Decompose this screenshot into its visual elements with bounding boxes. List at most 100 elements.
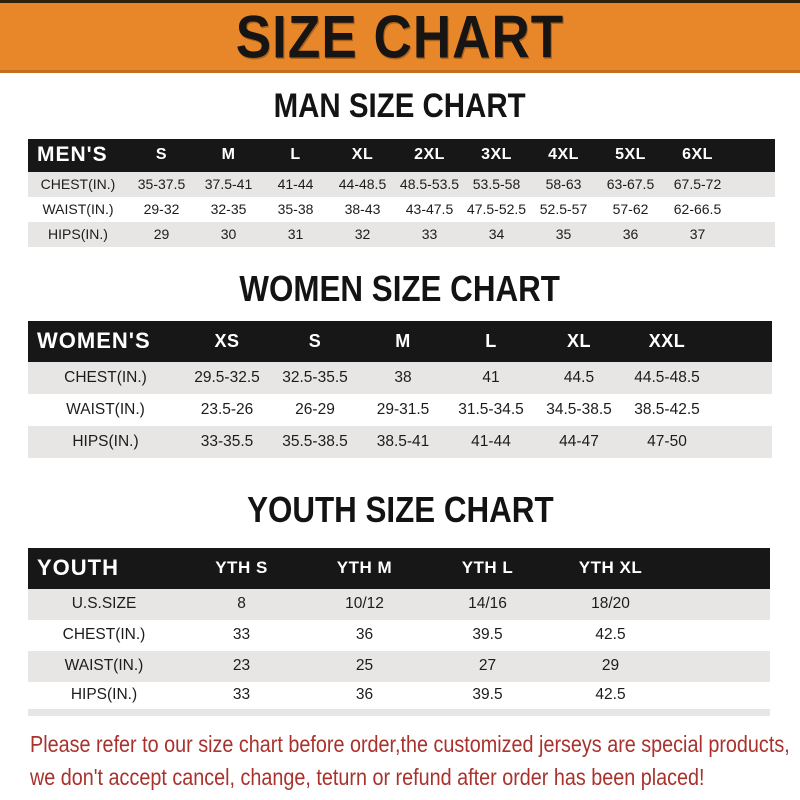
size-cell: 53.5-58 [472,176,521,193]
size-column-header: 4XL [548,146,579,164]
row-label: HIPS(IN.) [72,432,139,450]
size-cell: 34.5-38.5 [546,400,612,418]
size-cell: 25 [355,657,374,675]
row-label: WAIST(IN.) [42,201,114,218]
row-filler [711,362,772,394]
row-filler [731,197,775,222]
row-filler [731,172,775,197]
size-cell: 62-66.5 [673,201,722,218]
size-column-header: L [485,330,497,351]
size-chart-banner: SIZE CHART [0,0,800,73]
header-filler [711,321,772,362]
size-cell: 18/20 [591,595,630,613]
size-column-header: YTH S [215,558,268,578]
size-column-header: 2XL [414,146,445,164]
size-row: CHEST(IN.) 33 36 39.5 42.5 [28,620,770,651]
size-row: CHEST(IN.) 29.5-32.5 32.5-35.5 38 41 44.5 44.5… [28,361,772,394]
size-cell: 35.5-38.5 [282,432,348,450]
size-row: HIPS(IN.) 33 36 39.5 42.5 [28,682,770,713]
size-column-header: 5XL [615,146,646,164]
row-label: WAIST(IN.) [64,657,144,675]
size-cell: 42.5 [595,686,626,704]
row-filler [731,222,775,247]
size-cell: 38.5-42.5 [634,400,700,418]
size-column-header: XXL [648,330,686,351]
size-column-header: YTH M [336,558,393,578]
size-cell: 33 [421,226,438,243]
table-corner-label: YOUTH [37,555,119,581]
header-filler [731,139,775,172]
size-column-header: L [290,146,301,164]
size-cell: 44-47 [559,432,599,450]
women-section-heading-text: WOMEN SIZE CHART [239,267,561,309]
size-cell: 47-50 [647,432,687,450]
size-cell: 33 [232,686,251,704]
size-cell: 58-63 [545,176,582,193]
row-label: U.S.SIZE [71,595,137,613]
row-label: HIPS(IN.) [48,226,108,243]
size-cell: 32 [354,226,371,243]
women-size-table: WOMEN'S XS S M L XL XXL CHEST(IN.) 29.5-32.5 32.… [28,320,772,458]
women-table-header-row: WOMEN'S XS S M L XL XXL [28,320,772,362]
size-cell: 33-35.5 [200,432,254,450]
size-cell: 47.5-52.5 [466,201,527,218]
row-label: WAIST(IN.) [66,400,145,418]
size-cell: 23 [232,657,251,675]
row-filler [672,620,770,651]
size-cell: 41-44 [471,432,511,450]
size-row: HIPS(IN.) 33-35.5 35.5-38.5 38.5-41 41-44 44-… [28,425,772,458]
size-cell: 37 [689,226,706,243]
men-table-header-row: MEN'S S M L XL 2XL 3XL 4XL 5XL 6XL [28,138,775,172]
size-column-header: S [308,330,322,351]
size-cell: 31 [287,226,304,243]
row-label: CHEST(IN.) [62,626,146,644]
table-corner-label: MEN'S [37,143,108,167]
row-label: CHEST(IN.) [64,368,147,386]
size-cell: 29 [601,657,620,675]
size-cell: 36 [622,226,639,243]
size-cell: 44-48.5 [338,176,387,193]
table-corner-label: WOMEN'S [37,328,151,354]
size-column-header: 6XL [682,146,713,164]
size-cell: 48.5-53.5 [399,176,460,193]
size-cell: 29.5-32.5 [194,368,260,386]
size-row: CHEST(IN.) 35-37.5 37.5-41 41-44 44-48.5 48.5… [28,171,775,197]
size-cell: 57-62 [612,201,649,218]
size-row: HIPS(IN.) 29 30 31 32 33 34 35 36 37 [28,221,775,247]
size-cell: 14/16 [468,595,507,613]
size-cell: 63-67.5 [606,176,655,193]
size-cell: 30 [220,226,237,243]
order-notice-line1: Please refer to our size chart before or… [30,731,790,758]
size-cell: 27 [478,657,497,675]
size-cell: 44.5-48.5 [634,368,700,386]
size-cell: 43-47.5 [405,201,454,218]
size-cell: 42.5 [595,626,626,644]
size-cell: 38-43 [344,201,381,218]
size-column-header: XS [214,330,240,351]
youth-size-table: YOUTH YTH S YTH M YTH L YTH XL U.S.SIZE 8 10/1… [28,547,770,717]
size-cell: 36 [355,686,374,704]
size-cell: 35 [555,226,572,243]
man-section-heading: MAN SIZE CHART [0,86,800,125]
size-cell: 33 [232,626,251,644]
size-cell: 41-44 [277,176,314,193]
size-row: WAIST(IN.) 29-32 32-35 35-38 38-43 43-47.5 47.… [28,197,775,222]
header-filler [672,548,770,589]
size-column-header: YTH L [461,558,514,578]
youth-section-heading-text: YOUTH SIZE CHART [246,488,554,530]
size-column-header: XL [566,330,591,351]
size-cell: 67.5-72 [673,176,722,193]
size-cell: 23.5-26 [200,400,254,418]
size-column-header: YTH XL [578,558,643,578]
size-column-header: M [395,330,411,351]
row-filler [672,589,770,620]
row-filler [711,426,772,458]
man-section-heading-text: MAN SIZE CHART [274,86,526,125]
size-column-header: M [221,146,236,164]
banner-title: SIZE CHART [235,4,565,72]
size-row: U.S.SIZE 8 10/12 14/16 18/20 [28,588,770,620]
size-row: WAIST(IN.) 23.5-26 26-29 29-31.5 31.5-34.5 34… [28,394,772,426]
size-cell: 32-35 [210,201,247,218]
size-row: WAIST(IN.) 23 25 27 29 [28,650,770,682]
size-cell: 35-37.5 [137,176,186,193]
